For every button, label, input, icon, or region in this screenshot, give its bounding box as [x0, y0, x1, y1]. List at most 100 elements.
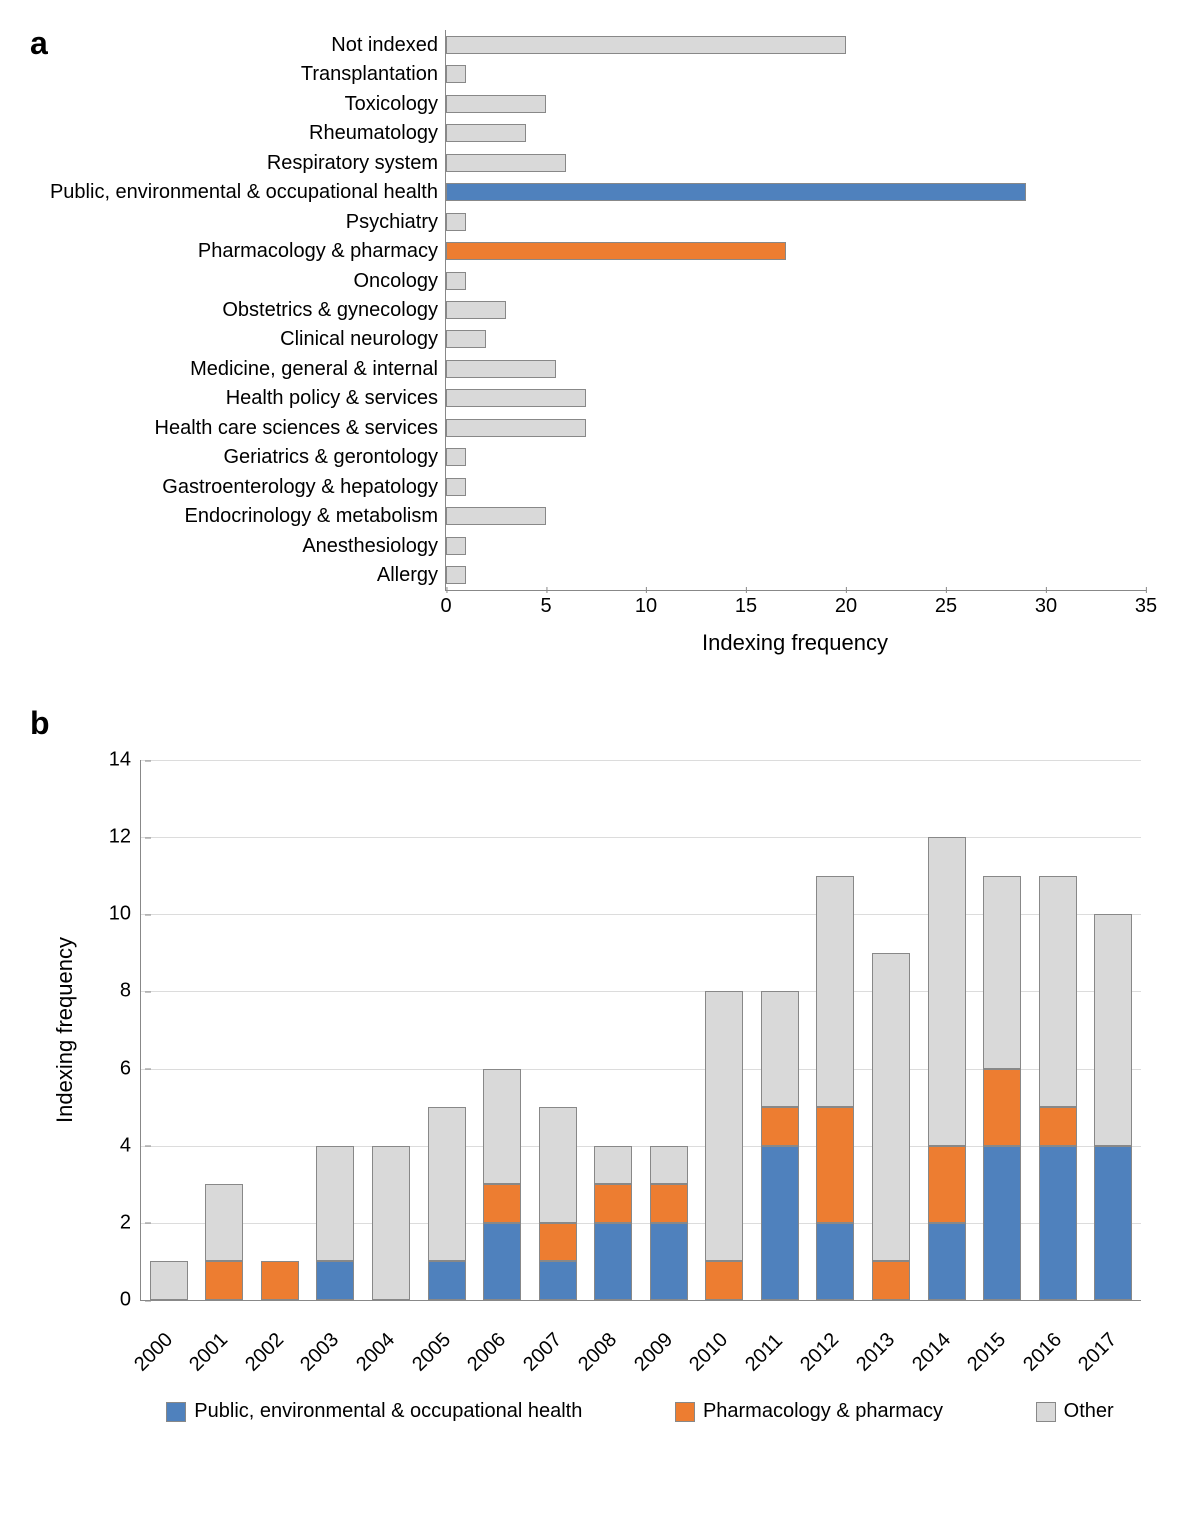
legend-swatch: [166, 1402, 186, 1422]
x-tick: 30: [1035, 595, 1057, 618]
bar-segment-grey: [483, 1069, 521, 1185]
hbar: [446, 389, 586, 407]
x-tick: 5: [540, 595, 551, 618]
bar-segment-blue: [316, 1261, 354, 1300]
hbar: [446, 183, 1026, 201]
bar-segment-orange: [983, 1069, 1021, 1146]
hbar-label: Transplantation: [301, 63, 446, 85]
legend-label: Public, environmental & occupational hea…: [194, 1400, 582, 1423]
bar-segment-blue: [1094, 1146, 1132, 1300]
year-label: 2016: [1019, 1329, 1067, 1377]
x-tick: 25: [935, 595, 957, 618]
bar-segment-blue: [1039, 1146, 1077, 1300]
chart-a-plot-area: Not indexedTransplantationToxicologyRheu…: [445, 30, 1146, 591]
legend-swatch: [675, 1402, 695, 1422]
bar-segment-blue: [816, 1223, 854, 1300]
bar-segment-grey: [872, 953, 910, 1262]
year-label: 2008: [574, 1329, 622, 1377]
hbar-label: Not indexed: [331, 34, 446, 56]
bar-segment-orange: [928, 1146, 966, 1223]
x-tick: 20: [835, 595, 857, 618]
y-tick: 6: [120, 1057, 141, 1080]
hbar: [446, 95, 546, 113]
bar-segment-blue: [428, 1261, 466, 1300]
bar-segment-grey: [761, 991, 799, 1107]
bar-segment-grey: [928, 837, 966, 1146]
hbar: [446, 213, 466, 231]
bar-segment-grey: [539, 1107, 577, 1223]
hbar-row: Toxicology: [446, 93, 1146, 115]
hbar: [446, 448, 466, 466]
hbar-label: Gastroenterology & hepatology: [162, 476, 446, 498]
legend-item: Pharmacology & pharmacy: [675, 1400, 943, 1423]
x-tick: 10: [635, 595, 657, 618]
bar-segment-orange: [205, 1261, 243, 1300]
hbar: [446, 360, 556, 378]
bar-segment-grey: [428, 1107, 466, 1261]
hbar-label: Rheumatology: [309, 122, 446, 144]
year-label: 2014: [908, 1329, 956, 1377]
hbar-label: Health care sciences & services: [155, 417, 446, 439]
hbar-row: Psychiatry: [446, 211, 1146, 233]
hbar-row: Transplantation: [446, 63, 1146, 85]
hbar-label: Psychiatry: [346, 211, 446, 233]
y-tick: 8: [120, 980, 141, 1003]
y-tick: 12: [109, 826, 141, 849]
bar-segment-orange: [816, 1107, 854, 1223]
hbar-label: Pharmacology & pharmacy: [198, 240, 446, 262]
bar-segment-blue: [483, 1223, 521, 1300]
hbar-label: Respiratory system: [267, 152, 446, 174]
x-tick: 35: [1135, 595, 1157, 618]
legend-label: Other: [1064, 1400, 1114, 1423]
hbar: [446, 478, 466, 496]
bar-segment-orange: [705, 1261, 743, 1300]
bar-segment-grey: [1094, 914, 1132, 1145]
year-label: 2000: [130, 1329, 178, 1377]
hbar-row: Geriatrics & gerontology: [446, 446, 1146, 468]
hbar-label: Health policy & services: [226, 387, 446, 409]
hbar: [446, 242, 786, 260]
hbar-row: Rheumatology: [446, 122, 1146, 144]
hbar-row: Oncology: [446, 270, 1146, 292]
hbar: [446, 301, 506, 319]
hbar: [446, 124, 526, 142]
legend-item: Other: [1036, 1400, 1114, 1423]
hbar: [446, 36, 846, 54]
bar-segment-orange: [872, 1261, 910, 1300]
bar-segment-grey: [650, 1146, 688, 1185]
hbar: [446, 272, 466, 290]
bar-segment-blue: [539, 1261, 577, 1300]
bar-segment-grey: [1039, 876, 1077, 1107]
chart-b-y-axis-label: Indexing frequency: [52, 937, 78, 1123]
hbar: [446, 154, 566, 172]
chart-a-x-axis-label: Indexing frequency: [445, 630, 1145, 656]
chart-b-panel: b Indexing frequency 0246810121420002001…: [20, 700, 1161, 1460]
hbar-row: Health care sciences & services: [446, 417, 1146, 439]
bar-segment-blue: [983, 1146, 1021, 1300]
hbar-row: Gastroenterology & hepatology: [446, 476, 1146, 498]
year-label: 2001: [185, 1329, 233, 1377]
year-label: 2009: [630, 1329, 678, 1377]
year-label: 2015: [963, 1329, 1011, 1377]
y-tick: 4: [120, 1134, 141, 1157]
year-label: 2005: [408, 1329, 456, 1377]
bar-segment-grey: [594, 1146, 632, 1185]
bar-segment-orange: [594, 1184, 632, 1223]
bar-segment-grey: [372, 1146, 410, 1300]
year-label: 2011: [741, 1330, 788, 1377]
hbar-label: Obstetrics & gynecology: [222, 299, 446, 321]
hbar: [446, 330, 486, 348]
bar-segment-grey: [316, 1146, 354, 1262]
hbar-row: Anesthesiology: [446, 535, 1146, 557]
legend-swatch: [1036, 1402, 1056, 1422]
hbar-label: Medicine, general & internal: [190, 358, 446, 380]
bar-segment-orange: [261, 1261, 299, 1300]
bar-segment-blue: [650, 1223, 688, 1300]
panel-a-label: a: [30, 25, 48, 62]
gridline: [141, 760, 1141, 761]
hbar-row: Allergy: [446, 564, 1146, 586]
hbar-row: Public, environmental & occupational hea…: [446, 181, 1146, 203]
bar-segment-grey: [705, 991, 743, 1261]
bar-segment-grey: [983, 876, 1021, 1069]
year-label: 2007: [519, 1329, 567, 1377]
